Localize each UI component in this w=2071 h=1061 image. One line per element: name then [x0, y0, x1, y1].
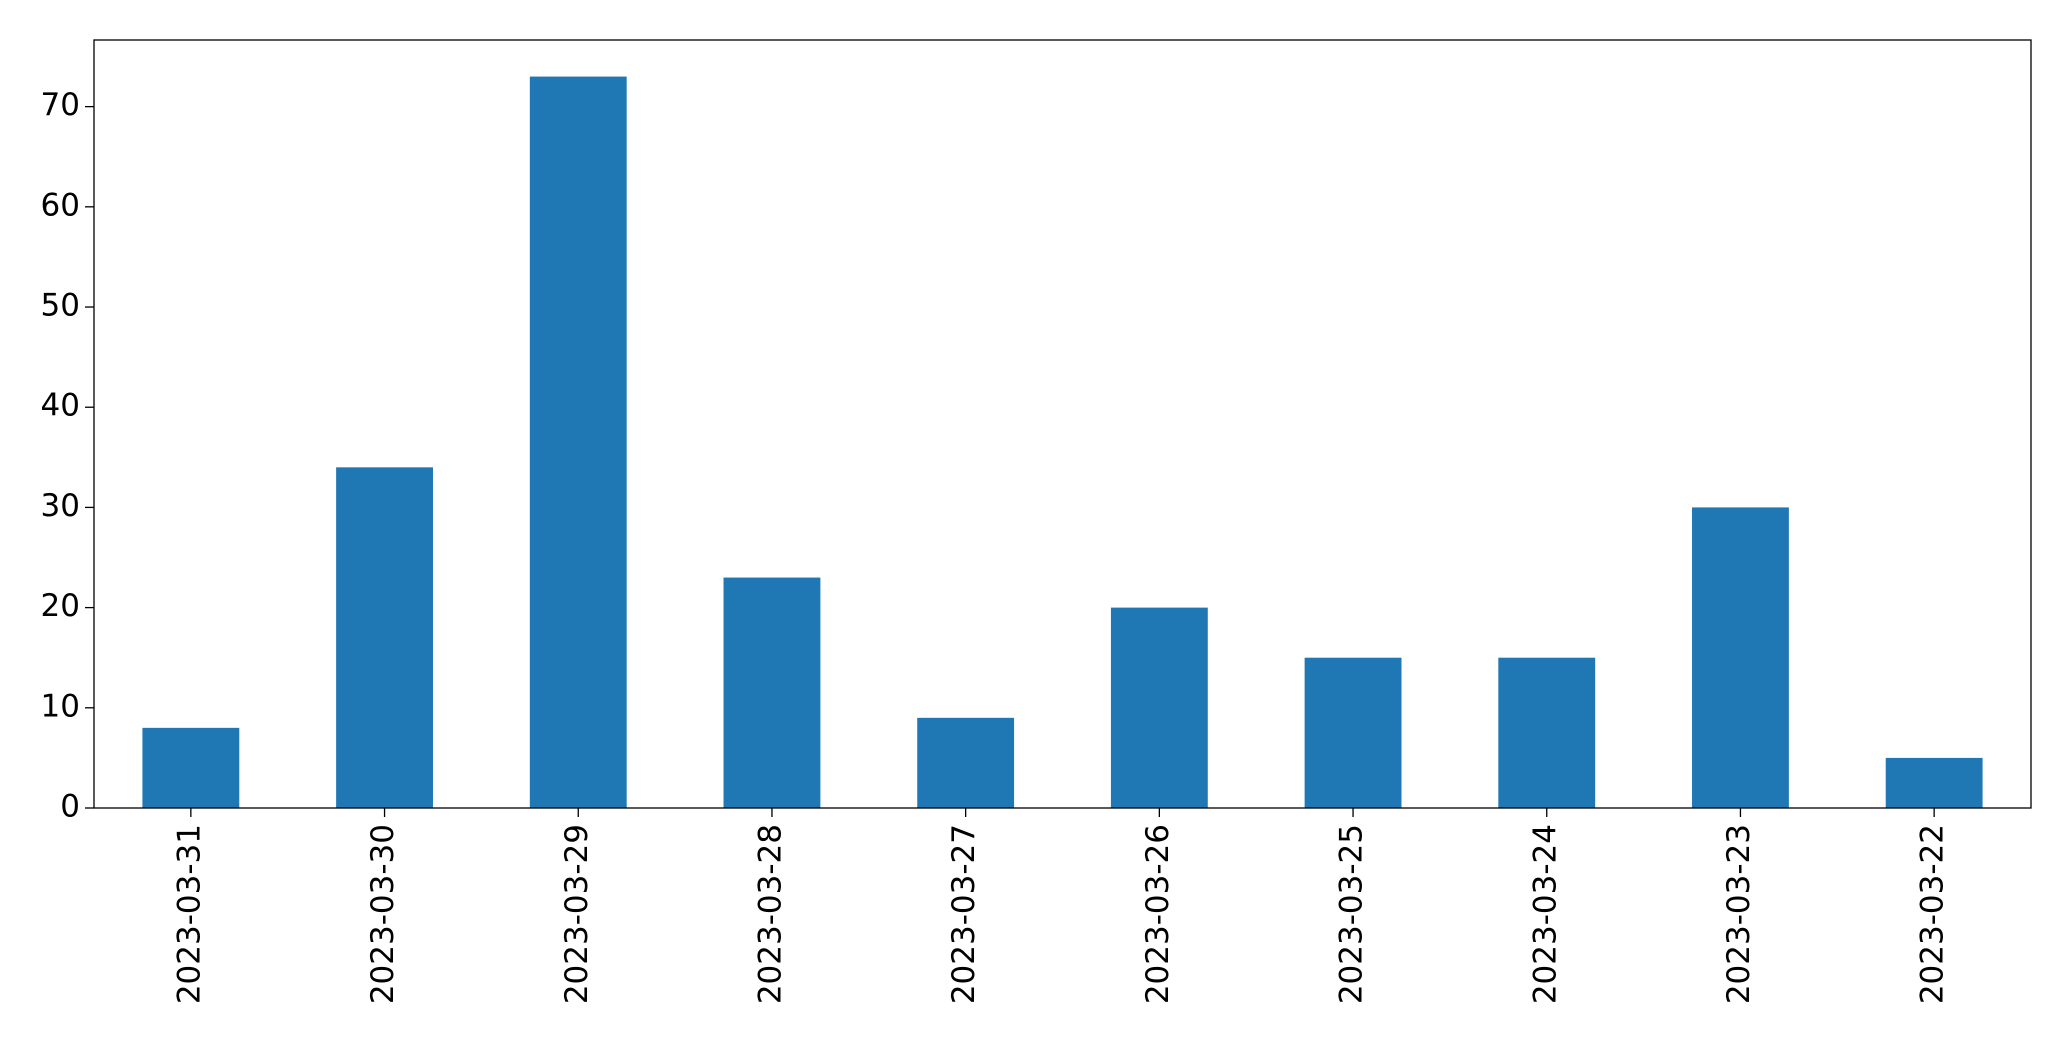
- x-tick-label: 2023-03-23: [1721, 824, 1757, 1004]
- y-tick-label: 20: [41, 588, 80, 624]
- y-tick-label: 10: [41, 688, 80, 724]
- y-tick-label: 70: [41, 87, 80, 123]
- bar: [1692, 507, 1789, 808]
- bar: [529, 76, 627, 809]
- x-tick-label: 2023-03-22: [1915, 824, 1951, 1004]
- y-tick-label: 40: [41, 388, 80, 424]
- x-tick-label: 2023-03-30: [365, 824, 401, 1004]
- bar: [1304, 657, 1402, 808]
- bar: [1498, 657, 1596, 808]
- y-tick-label: 30: [41, 488, 80, 524]
- bar: [142, 727, 240, 808]
- y-tick-label: 60: [41, 187, 80, 223]
- x-tick-label: 2023-03-29: [559, 824, 595, 1004]
- bar: [723, 577, 821, 808]
- bar: [336, 467, 433, 808]
- x-tick-label: 2023-03-26: [1140, 824, 1176, 1004]
- x-tick-label: 2023-03-24: [1527, 824, 1563, 1004]
- x-tick-label: 2023-03-28: [752, 824, 788, 1004]
- bar: [1110, 607, 1208, 808]
- x-tick-label: 2023-03-25: [1334, 824, 1370, 1004]
- y-tick-label: 50: [41, 288, 80, 324]
- bar: [917, 717, 1015, 808]
- plot-frame: [93, 39, 2032, 809]
- x-tick-label: 2023-03-27: [946, 824, 982, 1004]
- x-tick-label: 2023-03-31: [171, 824, 207, 1004]
- bar: [1885, 757, 1983, 808]
- y-tick-label: 0: [60, 789, 80, 825]
